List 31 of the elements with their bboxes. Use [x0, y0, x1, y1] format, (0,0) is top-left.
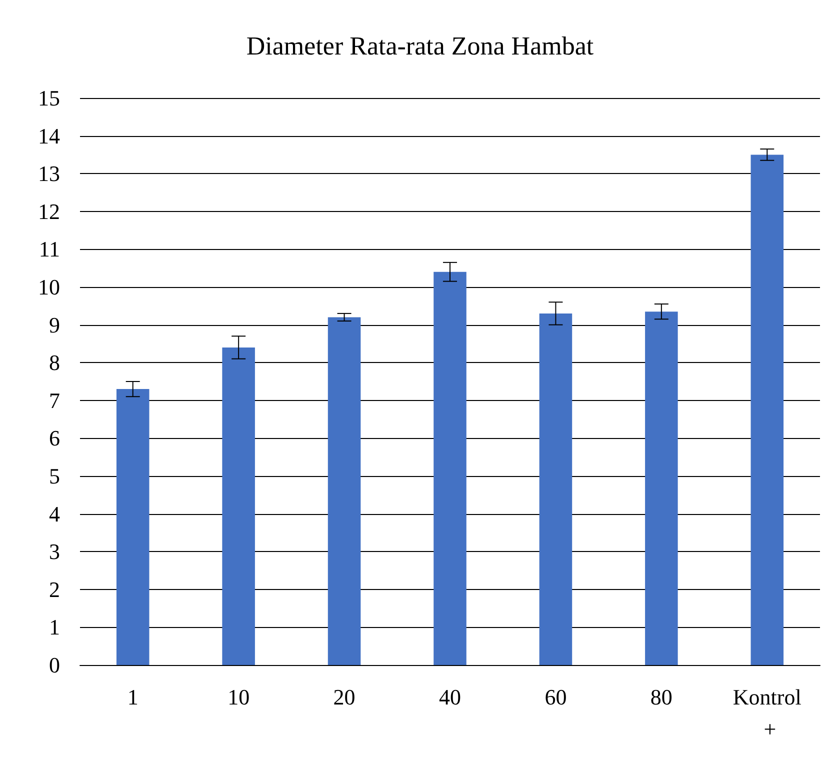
y-tick-label: 13 [38, 161, 60, 186]
y-tick-label: 9 [49, 312, 60, 338]
bar [645, 312, 678, 665]
y-tick-label: 11 [38, 236, 60, 262]
y-tick-label: 4 [49, 501, 60, 526]
y-tick-label: 3 [49, 539, 60, 564]
bar [539, 313, 572, 665]
x-tick-label: 10 [228, 684, 250, 710]
x-tick-label: 20 [333, 684, 356, 710]
chart-title: Diameter Rata-rata Zona Hambat [246, 32, 594, 60]
y-tick-label: 5 [49, 464, 60, 488]
y-tick-label: 14 [38, 123, 60, 148]
x-tick-label: 80 [650, 684, 672, 710]
y-tick-label: 1 [49, 614, 60, 640]
y-tick-label: 0 [49, 652, 60, 678]
y-tick-label: 7 [49, 388, 60, 413]
y-tick-label: 15 [38, 86, 60, 110]
bar [328, 317, 361, 665]
bar [222, 347, 255, 665]
bar [750, 154, 784, 665]
y-tick-label: 8 [49, 350, 60, 376]
x-tick-label: Kontrol + [732, 684, 802, 742]
bar [116, 389, 150, 665]
y-tick-label: 12 [38, 198, 60, 224]
x-tick-label: 60 [544, 684, 567, 710]
bar [434, 272, 466, 665]
x-tick-label: 1 [127, 684, 138, 710]
x-tick-label: 40 [439, 684, 461, 710]
y-tick-label: 10 [38, 274, 60, 300]
y-tick-label: 2 [49, 576, 60, 602]
y-tick-label: 6 [49, 426, 60, 451]
